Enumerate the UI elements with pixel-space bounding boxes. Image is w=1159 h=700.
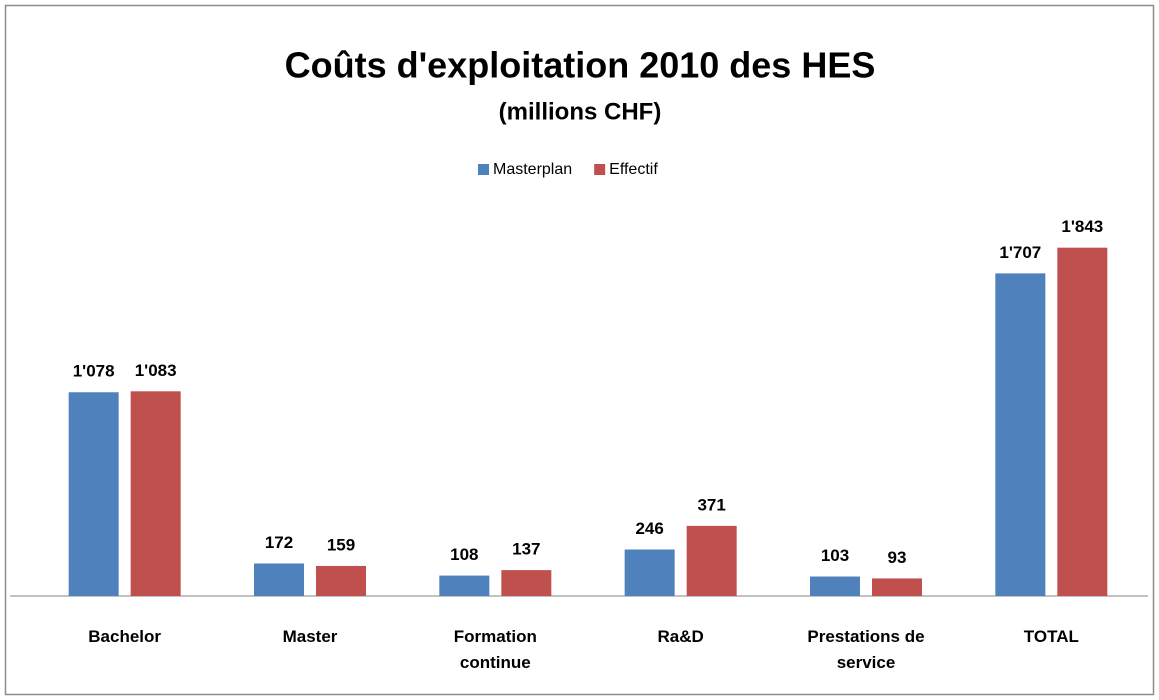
value-label: 246: [635, 519, 663, 538]
x-tick-label: Master: [282, 627, 338, 646]
value-label: 1'707: [999, 243, 1041, 262]
bar: [995, 273, 1046, 596]
value-label: 371: [697, 495, 725, 514]
bar: [130, 391, 181, 596]
bar: [68, 392, 119, 596]
bar: [439, 575, 490, 596]
legend-swatch: [594, 164, 606, 175]
bar: [872, 578, 922, 596]
chart-border: [4, 4, 1155, 696]
legend-label: Masterplan: [493, 161, 572, 178]
value-label: 1'078: [73, 362, 115, 381]
legend-label: Effectif: [609, 161, 658, 178]
bar: [254, 563, 304, 596]
bar: [316, 565, 366, 596]
value-label: 93: [888, 548, 907, 567]
x-tick-label: Bachelor: [88, 627, 162, 646]
bar: [810, 576, 860, 596]
bar: [686, 525, 737, 596]
value-label: 1'843: [1061, 217, 1103, 236]
value-label: 172: [265, 533, 293, 552]
value-label: 159: [327, 535, 355, 554]
value-label: 103: [821, 546, 849, 565]
value-label: 108: [450, 545, 478, 564]
chart-subtitle: (millions CHF): [499, 98, 662, 125]
value-label: 137: [512, 540, 540, 559]
bar: [624, 549, 675, 596]
x-tick-label: TOTAL: [1023, 627, 1079, 646]
bar: [1057, 247, 1108, 596]
bar: [501, 570, 552, 596]
value-label: 1'083: [135, 361, 177, 380]
x-tick-label: Ra&D: [657, 627, 704, 646]
x-tick-label: Prestations de service: [807, 627, 925, 672]
legend-swatch: [478, 164, 489, 175]
x-tick-label: Formation continue: [453, 627, 537, 672]
chart-title: Coûts d'exploitation 2010 des HES: [285, 45, 876, 86]
